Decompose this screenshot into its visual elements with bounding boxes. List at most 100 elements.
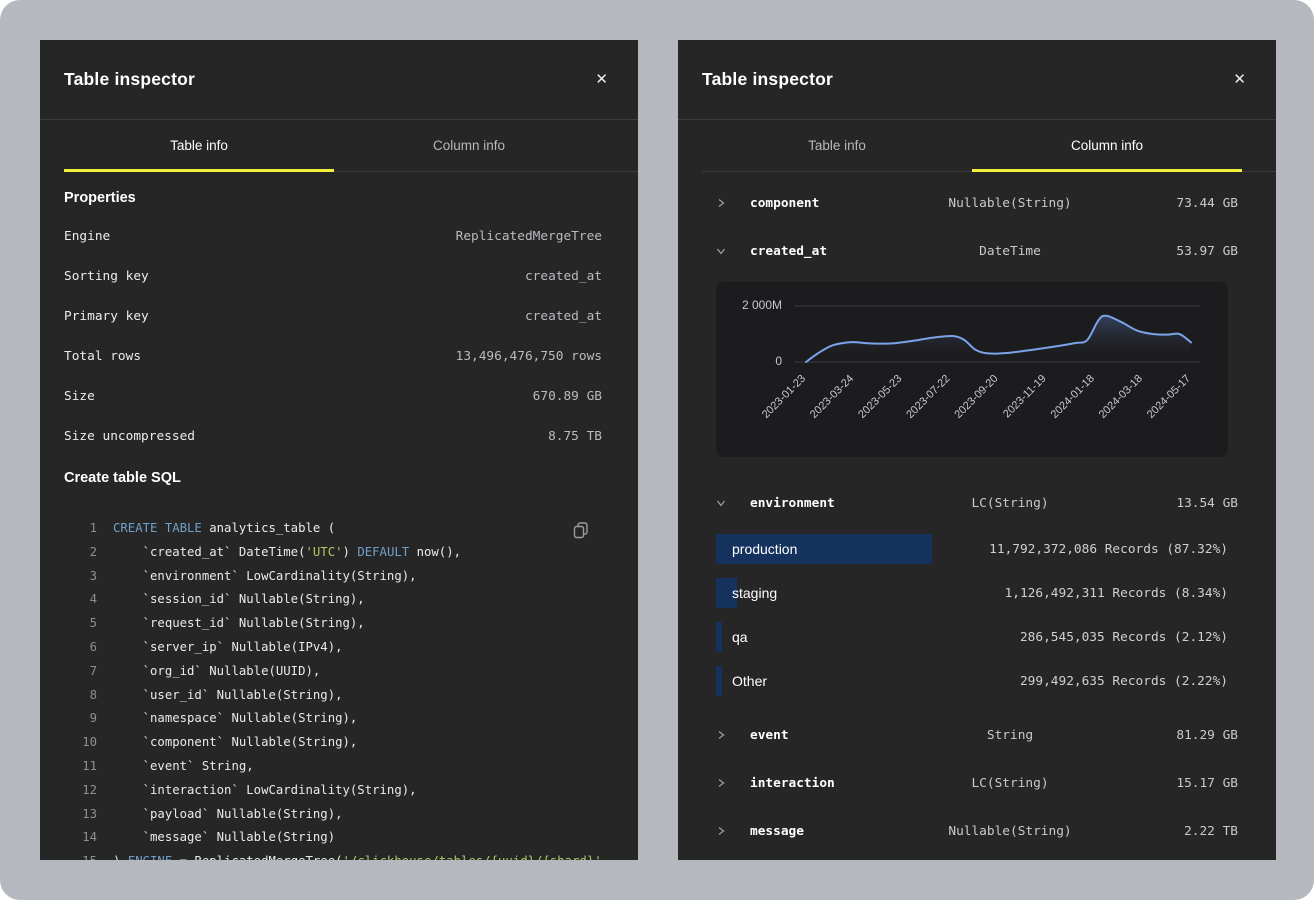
column-size: 2.22 TB (1184, 823, 1238, 839)
chevron-right-icon (716, 778, 726, 788)
modal-header: Table inspector ✕ (40, 40, 638, 120)
chevron-right-icon (716, 826, 726, 836)
column-type: Nullable(String) (948, 823, 1072, 839)
column-size: 81.29 GB (1176, 727, 1238, 743)
line-number: 13 (82, 806, 97, 821)
sql-code-line: 8 `user_id` Nullable(String), (40, 684, 638, 708)
property-value: ReplicatedMergeTree (455, 228, 602, 244)
column-name: message (750, 823, 804, 839)
sql-code-line: 6 `server_ip` Nullable(IPv4), (40, 636, 638, 660)
sql-code-line: 4 `session_id` Nullable(String), (40, 588, 638, 612)
env-value-records: 11,792,372,086 Records (87.32%) (989, 541, 1228, 557)
modal-header: Table inspector ✕ (678, 40, 1276, 120)
env-value-row: production 11,792,372,086 Records (87.32%… (678, 527, 1276, 571)
env-value-records: 299,492,635 Records (2.22%) (1019, 673, 1228, 689)
property-label: Total rows (64, 348, 142, 364)
env-value-records: 1,126,492,311 Records (8.34%) (1004, 585, 1228, 601)
sql-code-block: 1 CREATE TABLE analytics_table (2 `create… (40, 517, 638, 860)
column-name: event (750, 727, 789, 743)
env-value-row: Other 299,492,635 Records (2.22%) (678, 659, 1276, 703)
property-value: 670.89 GB (532, 388, 602, 404)
env-value-row: qa 286,545,035 Records (2.12%) (678, 615, 1276, 659)
env-value-label: staging (732, 585, 778, 601)
sql-code-line: 2 `created_at` DateTime('UTC') DEFAULT n… (40, 541, 638, 565)
sql-code-line: 9 `namespace` Nullable(String), (40, 707, 638, 731)
properties-heading: Properties (64, 190, 136, 206)
property-value: created_at (524, 308, 602, 324)
property-row: Total rows 13,496,476,750 rows (40, 336, 638, 376)
sql-code-line: 3 `environment` LowCardinality(String), (40, 565, 638, 589)
line-number: 8 (89, 687, 97, 702)
sql-code-line: 7 `org_id` Nullable(UUID), (40, 660, 638, 684)
svg-text:2023-11-19: 2023-11-19 (1001, 373, 1049, 421)
column-row-created-at[interactable]: created_at DateTime 53.97 GB (678, 227, 1276, 275)
modal-title: Table inspector (64, 69, 196, 89)
line-number: 12 (82, 782, 97, 797)
property-row: Size uncompressed 8.75 TB (40, 416, 638, 456)
column-type: Nullable(String) (948, 195, 1072, 211)
sql-code-line: 14 `message` Nullable(String) (40, 826, 638, 850)
env-value-bar (716, 578, 737, 608)
column-row-environment[interactable]: environment LC(String) 13.54 GB (678, 479, 1276, 527)
chevron-down-icon (716, 498, 726, 508)
environment-value-breakdown: production 11,792,372,086 Records (87.32%… (678, 527, 1276, 703)
column-row-message[interactable]: message Nullable(String) 2.22 TB (678, 807, 1276, 855)
svg-text:2024-03-18: 2024-03-18 (1097, 373, 1145, 421)
tab-table-info[interactable]: Table info (702, 120, 972, 171)
sql-code-line: 12 `interaction` LowCardinality(String), (40, 779, 638, 803)
y-axis-zero-label: 0 (775, 354, 782, 368)
column-size: 53.97 GB (1176, 243, 1238, 259)
column-type: LC(String) (971, 775, 1049, 791)
modal-title: Table inspector (702, 69, 834, 89)
column-size: 73.44 GB (1176, 195, 1238, 211)
sql-code-line: 11 `event` String, (40, 755, 638, 779)
svg-text:2023-07-22: 2023-07-22 (904, 373, 952, 421)
column-row-component[interactable]: component Nullable(String) 73.44 GB (678, 179, 1276, 227)
tab-column-info[interactable]: Column info (334, 120, 604, 171)
tab-bar: Table info Column info (702, 120, 1276, 172)
column-name: component (750, 195, 820, 211)
tab-table-info[interactable]: Table info (64, 120, 334, 172)
column-type: String (986, 727, 1034, 743)
line-number: 1 (89, 521, 97, 535)
line-number: 14 (82, 830, 97, 845)
close-icon[interactable]: ✕ (1229, 68, 1250, 91)
copy-icon[interactable] (568, 518, 594, 544)
create-table-sql-heading: Create table SQL (64, 470, 181, 486)
column-name: interaction (750, 775, 835, 791)
sql-code-line: 15) ENGINE = ReplicatedMergeTree('/click… (40, 850, 638, 860)
column-row-event[interactable]: event String 81.29 GB (678, 711, 1276, 759)
line-number: 4 (89, 592, 97, 607)
env-value-records: 286,545,035 Records (2.12%) (1019, 629, 1228, 645)
column-size: 15.17 GB (1176, 775, 1238, 791)
line-number: 2 (89, 544, 97, 559)
sql-code-line: 13 `payload` Nullable(String), (40, 803, 638, 827)
chevron-down-icon (716, 246, 726, 256)
column-list: component Nullable(String) 73.44 GB crea… (678, 172, 1276, 855)
property-row: Primary key created_at (40, 296, 638, 336)
line-number: 3 (89, 568, 97, 583)
svg-text:2024-01-18: 2024-01-18 (1049, 373, 1097, 421)
properties-list: Engine ReplicatedMergeTree Sorting key c… (40, 210, 638, 456)
column-row-interaction[interactable]: interaction LC(String) 15.17 GB (678, 759, 1276, 807)
table-inspector-modal-column-info: Table inspector ✕ Table info Column info… (678, 40, 1276, 860)
property-row: Engine ReplicatedMergeTree (40, 216, 638, 256)
env-value-bar (716, 666, 722, 696)
area-chart: 2023-01-23 2023-03-24 2023-05-23 2023-07-22… (716, 282, 1228, 462)
property-label: Engine (64, 228, 111, 244)
sql-code-line: 5 `request_id` Nullable(String), (40, 612, 638, 636)
property-label: Size (64, 388, 95, 404)
line-number: 6 (89, 639, 97, 654)
tab-column-info[interactable]: Column info (972, 120, 1242, 172)
line-number: 15 (40, 850, 113, 860)
chevron-right-icon (716, 198, 726, 208)
env-value-bar (716, 534, 932, 564)
svg-text:2023-09-20: 2023-09-20 (952, 373, 1000, 421)
property-label: Size uncompressed (64, 428, 195, 444)
env-value-bar (716, 622, 722, 652)
sql-code-line: 1 CREATE TABLE analytics_table ( (40, 517, 638, 541)
close-icon[interactable]: ✕ (591, 68, 612, 91)
tab-bar: Table info Column info (64, 120, 638, 172)
property-value: created_at (524, 268, 602, 284)
